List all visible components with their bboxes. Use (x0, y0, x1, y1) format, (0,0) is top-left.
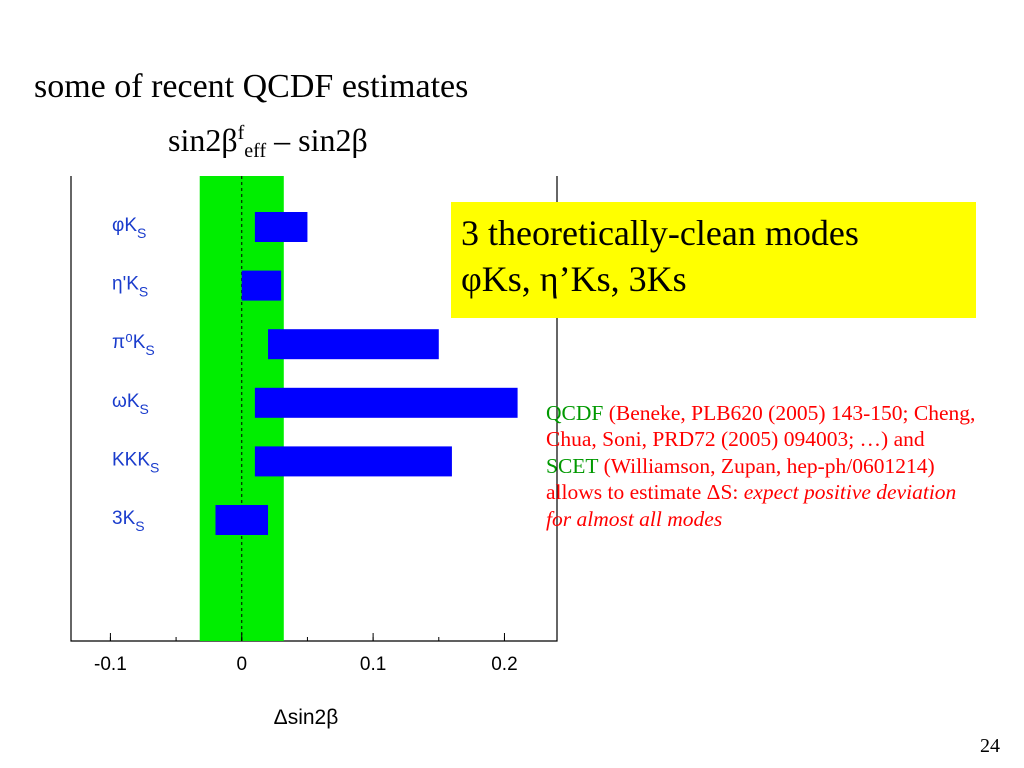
bar-1 (241, 270, 282, 301)
category-label-main: π⁰K (112, 332, 146, 353)
callout-line-1: 3 theoretically-clean modes (461, 213, 859, 253)
category-label-sub: S (150, 459, 159, 475)
category-label-sub: S (145, 342, 154, 358)
refs-text-italic: expect positive deviation for almost all… (546, 480, 957, 531)
category-label-sub: S (140, 401, 149, 417)
category-label-main: φK (112, 215, 137, 236)
references-text: QCDF (Beneke, PLB620 (2005) 143-150; Che… (546, 400, 976, 532)
category-label-sub: S (135, 518, 144, 534)
plot-frame (70, 176, 558, 642)
category-label-main: 3K (112, 508, 136, 529)
x-tick-label-3: 0.2 (491, 654, 517, 675)
category-label-main: ωK (112, 391, 140, 412)
category-label-0: φKS (112, 215, 146, 241)
category-label-4: KKKS (112, 449, 159, 475)
category-label-main: KKK (112, 449, 150, 470)
callout-line-2: φKs, η’Ks, 3Ks (461, 259, 687, 299)
category-label-main: η'K (112, 274, 139, 295)
scet-label: SCET (546, 453, 599, 478)
chart-title-sup: f (237, 122, 245, 144)
chart-title-sub: eff (244, 140, 267, 162)
bar-0 (254, 212, 308, 242)
category-label-1: η'KS (112, 274, 148, 300)
category-label-2: π⁰KS (112, 332, 155, 358)
page-number: 24 (980, 735, 1000, 757)
bar-2 (268, 329, 439, 360)
refs-text-1: (Beneke, PLB620 (2005) 143-150; Cheng, C… (546, 401, 976, 452)
bar-4 (254, 446, 452, 477)
bar-3 (254, 387, 518, 418)
chart-title: sin2βfeff – sin2β (168, 122, 368, 163)
slide-title: some of recent QCDF estimates (34, 68, 469, 105)
x-tick-label-2: 0.1 (360, 654, 386, 675)
x-tick-label-0: -0.1 (94, 654, 127, 675)
qcdf-label: QCDF (546, 401, 604, 425)
chart-title-base: sin2β (168, 122, 238, 158)
category-label-sub: S (137, 225, 146, 241)
category-label-3: ωKS (112, 391, 149, 417)
category-label-sub: S (139, 284, 148, 300)
x-axis-label: Δsin2β (274, 706, 339, 729)
refs-text-2: (Williamson, Zupan, hep-ph/0601214) allo… (546, 453, 935, 505)
chart-title-rest: – sin2β (266, 122, 368, 158)
category-label-5: 3KS (112, 508, 145, 534)
x-tick-label-1: 0 (236, 654, 247, 675)
bar-5 (215, 505, 269, 535)
callout-box: 3 theoretically-clean modes φKs, η’Ks, 3… (451, 202, 976, 318)
